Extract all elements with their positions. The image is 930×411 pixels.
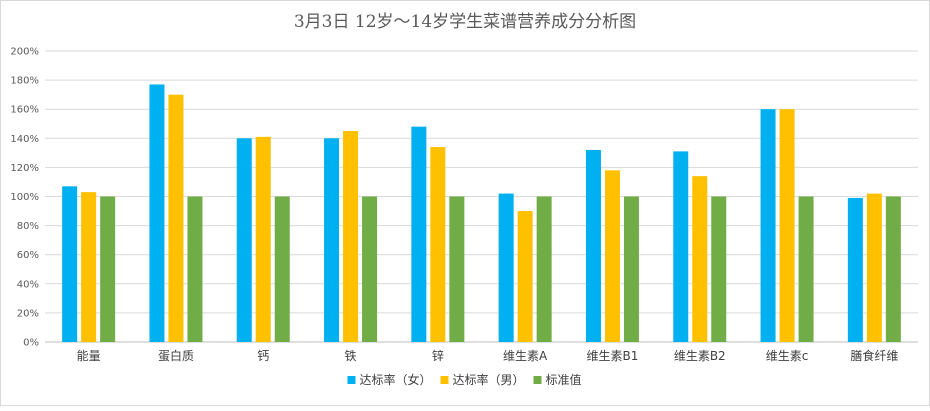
bar (585, 149, 601, 342)
bar (100, 196, 116, 342)
legend-swatch (347, 376, 356, 384)
y-tick-label: 120% (10, 163, 39, 174)
bar (411, 126, 427, 342)
bar (449, 196, 465, 342)
x-category-label: 膳食纤维 (850, 348, 898, 363)
bar (255, 136, 271, 342)
x-axis-categories: 能量 蛋白质 钙 铁 锌 维生素A 维生素B1 维生素B2 维生素c 膳食纤维 (77, 348, 899, 363)
x-category-label: 能量 (77, 349, 101, 363)
bar (362, 196, 378, 342)
bars (62, 84, 901, 343)
legend-label: 标准值 (546, 372, 582, 387)
y-tick-label: 180% (10, 76, 39, 87)
legend-label: 达标率（女） (360, 372, 432, 387)
y-tick-label: 40% (17, 279, 39, 290)
bar (604, 170, 620, 342)
bar (168, 94, 184, 343)
bar (779, 109, 795, 342)
y-tick-label: 60% (17, 250, 39, 261)
bar (236, 138, 252, 342)
bar (149, 84, 165, 342)
legend-swatch (533, 376, 542, 384)
y-tick-label: 140% (10, 134, 39, 145)
bar (62, 186, 78, 342)
bar (798, 196, 814, 342)
bar (517, 211, 533, 342)
legend-label: 达标率（男） (453, 372, 525, 387)
bar (536, 196, 552, 342)
bar (692, 176, 708, 342)
y-axis-ticks: 0% 20% 40% 60% 80% 100% 120% 140% 160% 180% 200% (10, 47, 39, 349)
bar (498, 193, 514, 342)
x-category-label: 维生素A (503, 349, 548, 363)
legend: 达标率（女） 达标率（男） 标准值 (347, 372, 582, 387)
bar (711, 196, 727, 342)
bar (760, 109, 776, 342)
chart-title: 3月3日 12岁～14岁学生菜谱营养成分分析图 (294, 12, 636, 32)
bar (430, 147, 446, 342)
x-category-label: 蛋白质 (158, 348, 194, 363)
bar (866, 193, 882, 342)
legend-swatch (440, 376, 449, 384)
bar (343, 131, 359, 342)
bar (847, 197, 863, 342)
y-tick-label: 0% (23, 338, 39, 349)
x-category-label: 钙 (257, 349, 269, 363)
bar (81, 192, 97, 342)
x-category-label: 维生素c (766, 349, 809, 363)
bar (885, 196, 901, 342)
x-category-label: 锌 (432, 349, 444, 363)
bar (274, 196, 290, 342)
y-tick-label: 200% (10, 47, 39, 58)
bar (673, 151, 689, 342)
bar (187, 196, 203, 342)
bar (623, 196, 639, 342)
x-category-label: 维生素B1 (587, 349, 639, 363)
y-tick-label: 160% (10, 105, 39, 116)
bar (324, 138, 340, 342)
y-tick-label: 80% (17, 221, 39, 232)
y-tick-label: 20% (17, 308, 39, 319)
x-category-label: 维生素B2 (674, 349, 726, 363)
x-category-label: 铁 (345, 349, 357, 363)
y-tick-label: 100% (10, 192, 39, 203)
